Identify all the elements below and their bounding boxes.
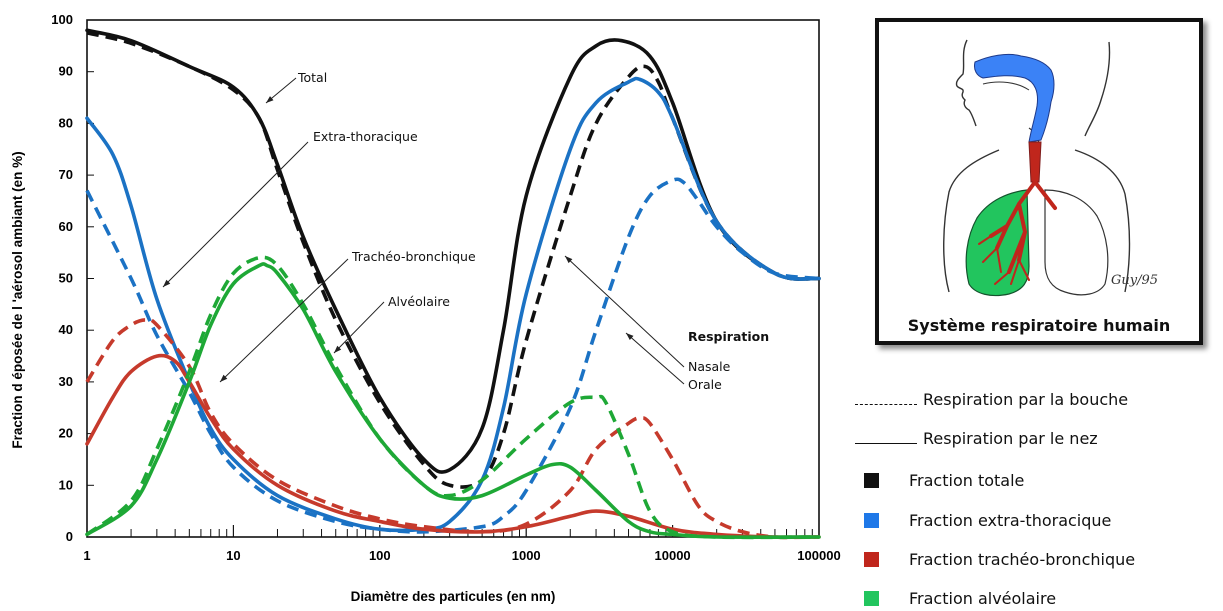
palate-line [982, 81, 1030, 91]
head-outline [955, 39, 977, 127]
x-tick-label: 1000 [512, 548, 541, 563]
y-tick-label: 60 [59, 219, 73, 234]
annotation-pointer [564, 255, 685, 368]
legend-item-alveolar: Fraction alvéolaire [855, 585, 1056, 611]
series-line-5 [85, 317, 820, 540]
axis-ticks [86, 19, 820, 538]
annotation-arrowhead [220, 374, 228, 382]
annotation-label: Total [297, 70, 327, 85]
y-tick-label: 30 [59, 374, 73, 389]
trachea [1028, 141, 1042, 183]
legend-item-mouth: Respiration par la bouche [855, 386, 1128, 412]
x-axis-title: Diamètre des particules (en nm) [351, 589, 556, 604]
chart: Fraction d éposée de l 'aérosol ambiant … [10, 12, 841, 604]
y-tick-label: 40 [59, 322, 73, 337]
bronchi [989, 180, 1057, 274]
annotation-arrowhead [565, 256, 573, 264]
annotation-label: Orale [688, 377, 722, 392]
y-tick-label: 0 [66, 529, 73, 544]
y-tick-label: 100 [51, 12, 73, 27]
series-lines [85, 28, 821, 540]
x-tick-label: 100 [369, 548, 391, 563]
x-tick-label: 100000 [797, 548, 840, 563]
y-axis-title-group: Fraction d éposée de l 'aérosol ambiant … [10, 151, 25, 448]
y-tick-label: 70 [59, 167, 73, 182]
legend: Respiration par la bouche Respiration pa… [855, 386, 1223, 609]
dashed-line-icon [855, 403, 917, 405]
legend-item-extra-thoracic: Fraction extra-thoracique [855, 507, 1111, 533]
annotation-label: Extra-thoracique [313, 129, 418, 144]
series-line-1 [86, 31, 820, 489]
respiratory-system-inset: Guy/95 Système respiratoire humain [875, 18, 1203, 345]
x-tick-label: 10 [226, 548, 240, 563]
annotation-label: Alvéolaire [388, 294, 450, 309]
annotation-arrowhead [334, 345, 342, 353]
x-tick-label: 1 [83, 548, 90, 563]
legend-label: Respiration par le nez [923, 428, 1098, 448]
annotation-arrowhead [626, 333, 634, 340]
legend-item-total: Fraction totale [855, 467, 1024, 493]
axis-tick-labels: 1 10 100 1000 10000 100000 0 10 20 30 40 50 60 70 80 90… [51, 12, 840, 563]
respiratory-illustration: Guy/95 [943, 39, 1158, 297]
bronchioles [978, 235, 1030, 285]
legend-label: Respiration par la bouche [923, 389, 1129, 409]
head-back [1084, 41, 1111, 137]
x-tick-label: 10000 [655, 548, 691, 563]
annotation-label: Trachéo-bronchique [351, 249, 476, 264]
upper-airway [974, 53, 1055, 143]
legend-label: Fraction trachéo-bronchique [909, 549, 1136, 569]
annotation-pointer [625, 332, 685, 385]
annotation-pointer [219, 258, 349, 383]
annotation-arrowhead [266, 96, 274, 103]
lung-right [1044, 189, 1109, 296]
black-square-icon [864, 472, 879, 488]
inset-caption: Système respiratoire humain [907, 316, 1171, 335]
legend-label: Fraction alvéolaire [909, 588, 1057, 608]
annotations: Total Extra-thoracique Trachéo-bronchique A… [162, 70, 769, 392]
annotation-pointer [162, 141, 309, 288]
solid-line-icon [855, 442, 917, 444]
legend-label: Fraction extra-thoracique [909, 510, 1112, 530]
annotation-pointer [333, 301, 385, 354]
plot-frame [86, 19, 820, 538]
body-right [1074, 149, 1131, 293]
signature: Guy/95 [1111, 273, 1158, 288]
annotation-label: Respiration [688, 329, 769, 344]
series-line-2 [85, 76, 821, 533]
y-tick-label: 90 [59, 64, 73, 79]
red-square-icon [864, 551, 879, 567]
legend-item-nose: Respiration par le nez [855, 425, 1098, 451]
annotation-arrowhead [163, 279, 171, 287]
y-tick-label: 10 [59, 477, 73, 492]
blue-square-icon [864, 512, 879, 528]
y-tick-label: 80 [59, 115, 73, 130]
y-tick-label: 20 [59, 426, 73, 441]
series-line-7 [85, 255, 820, 540]
legend-label: Fraction totale [909, 470, 1025, 490]
body-left [943, 149, 1000, 293]
annotation-label: Nasale [688, 359, 731, 374]
y-tick-label: 50 [59, 271, 73, 286]
green-square-icon [864, 590, 879, 606]
y-axis-title: Fraction d éposée de l 'aérosol ambiant … [10, 151, 25, 448]
legend-item-tracheo-bronchial: Fraction trachéo-bronchique [855, 546, 1135, 572]
